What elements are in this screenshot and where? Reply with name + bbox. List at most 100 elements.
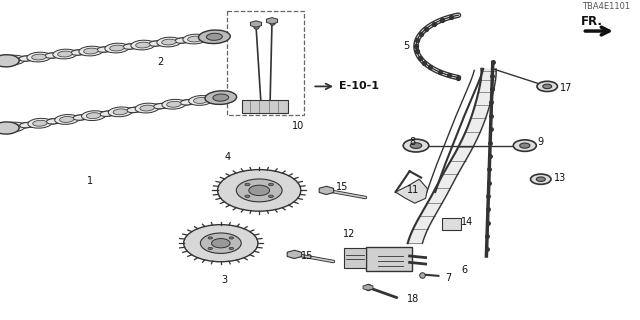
Ellipse shape [33, 120, 47, 126]
Ellipse shape [31, 54, 46, 60]
Circle shape [513, 140, 536, 151]
Ellipse shape [188, 36, 202, 42]
Ellipse shape [207, 96, 221, 101]
Text: 12: 12 [342, 228, 355, 239]
Ellipse shape [54, 115, 79, 124]
Circle shape [520, 143, 530, 148]
Ellipse shape [100, 111, 114, 116]
Ellipse shape [53, 49, 77, 59]
Text: 7: 7 [445, 273, 451, 284]
Circle shape [200, 233, 241, 253]
Ellipse shape [28, 118, 52, 128]
Ellipse shape [207, 33, 222, 40]
Ellipse shape [45, 53, 59, 58]
Ellipse shape [27, 52, 51, 62]
Text: FR.: FR. [580, 15, 602, 28]
Circle shape [184, 225, 258, 262]
FancyBboxPatch shape [242, 100, 288, 113]
Ellipse shape [0, 55, 19, 67]
Ellipse shape [140, 105, 154, 111]
Text: 9: 9 [538, 137, 544, 148]
Ellipse shape [60, 116, 74, 122]
Ellipse shape [73, 115, 87, 120]
Circle shape [245, 195, 250, 197]
Ellipse shape [1, 55, 25, 65]
Ellipse shape [46, 119, 60, 124]
Circle shape [410, 143, 422, 148]
Ellipse shape [0, 122, 19, 134]
Text: 13: 13 [554, 172, 566, 183]
Ellipse shape [20, 123, 33, 128]
Text: 3: 3 [221, 275, 227, 285]
Ellipse shape [193, 98, 208, 103]
Ellipse shape [136, 42, 150, 48]
Ellipse shape [135, 103, 159, 113]
Ellipse shape [79, 46, 103, 56]
Ellipse shape [149, 41, 163, 46]
Ellipse shape [175, 38, 189, 43]
Ellipse shape [180, 100, 194, 105]
Text: 15: 15 [301, 251, 314, 261]
Ellipse shape [205, 91, 237, 104]
FancyBboxPatch shape [366, 247, 412, 271]
Ellipse shape [166, 101, 181, 107]
Ellipse shape [97, 47, 111, 52]
Circle shape [249, 185, 269, 196]
Circle shape [268, 195, 273, 197]
Ellipse shape [131, 40, 155, 50]
Circle shape [245, 183, 250, 186]
Ellipse shape [109, 45, 124, 51]
Text: 18: 18 [406, 294, 419, 304]
Ellipse shape [58, 51, 72, 57]
Polygon shape [442, 218, 461, 230]
Ellipse shape [127, 107, 141, 113]
Circle shape [208, 237, 212, 239]
Ellipse shape [19, 56, 33, 61]
Circle shape [536, 177, 545, 181]
Ellipse shape [123, 44, 137, 49]
Circle shape [268, 183, 273, 186]
Circle shape [218, 170, 301, 211]
Ellipse shape [6, 57, 20, 63]
Polygon shape [396, 179, 428, 203]
Ellipse shape [84, 48, 98, 54]
Text: E-10-1: E-10-1 [339, 81, 380, 92]
Circle shape [236, 179, 282, 202]
Ellipse shape [105, 43, 129, 53]
Text: 2: 2 [157, 57, 163, 68]
Text: 10: 10 [291, 121, 304, 132]
Circle shape [229, 237, 234, 239]
Circle shape [537, 81, 557, 92]
Ellipse shape [86, 113, 100, 119]
Circle shape [208, 247, 212, 250]
Text: 11: 11 [406, 185, 419, 196]
Ellipse shape [213, 94, 228, 101]
Ellipse shape [81, 111, 106, 121]
Text: TBA4E1101: TBA4E1101 [582, 2, 630, 11]
Ellipse shape [157, 37, 181, 47]
Text: 8: 8 [410, 137, 416, 148]
Ellipse shape [71, 50, 85, 55]
Ellipse shape [113, 109, 127, 115]
Text: 17: 17 [560, 83, 573, 93]
Ellipse shape [1, 122, 25, 132]
Text: 1: 1 [86, 176, 93, 186]
Text: 15: 15 [336, 182, 349, 192]
Circle shape [531, 174, 551, 184]
Circle shape [543, 84, 552, 89]
Text: 6: 6 [461, 265, 467, 276]
FancyBboxPatch shape [344, 248, 366, 268]
Circle shape [403, 139, 429, 152]
Ellipse shape [154, 103, 168, 109]
Circle shape [211, 238, 230, 248]
Ellipse shape [201, 35, 215, 40]
Ellipse shape [6, 124, 20, 130]
Circle shape [229, 247, 234, 250]
Ellipse shape [162, 39, 176, 45]
Text: 14: 14 [461, 217, 474, 228]
Ellipse shape [108, 107, 132, 117]
Ellipse shape [198, 30, 230, 44]
Ellipse shape [162, 99, 186, 109]
Bar [227, 11, 304, 115]
Ellipse shape [189, 96, 212, 105]
